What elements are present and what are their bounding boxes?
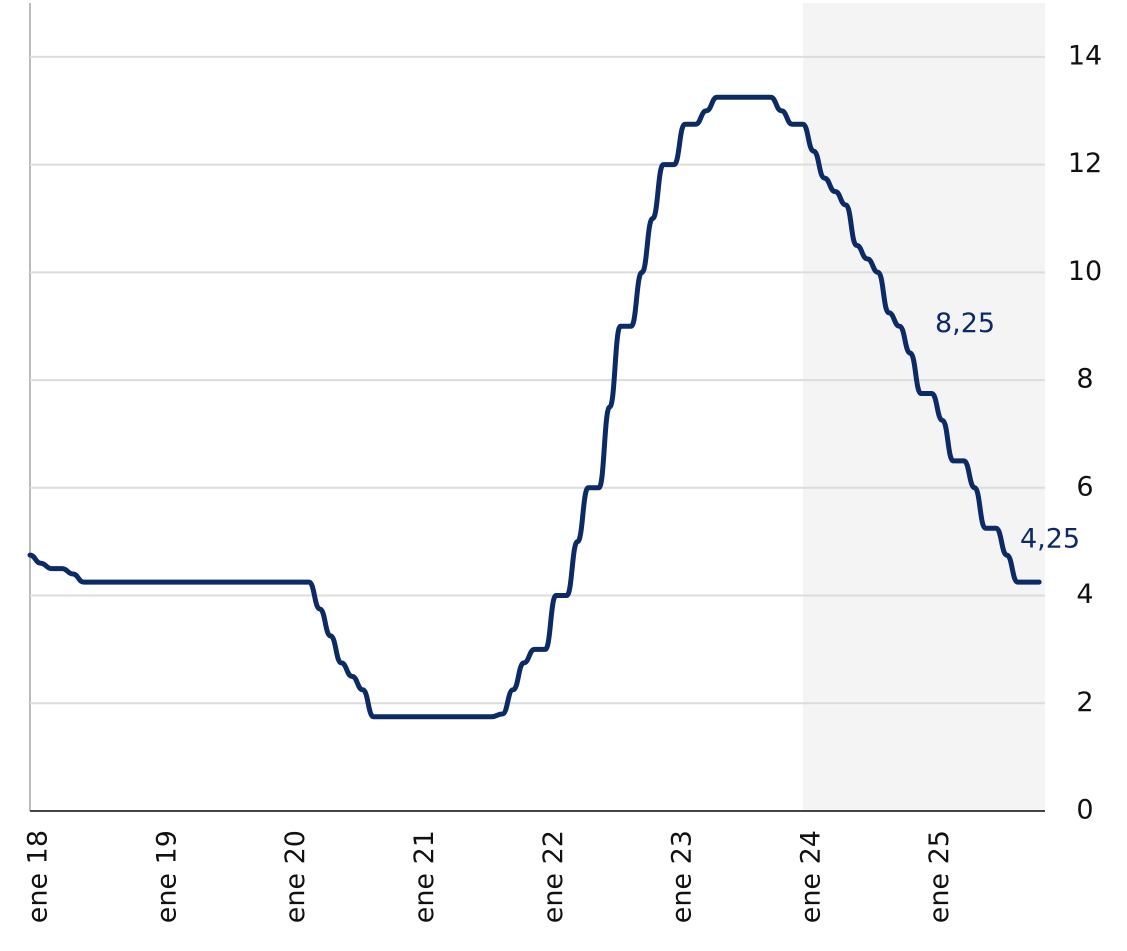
x-tick-label: ene 18 — [23, 830, 54, 923]
y-tick-label: 4 — [1076, 579, 1093, 610]
annotation: 8,25 — [935, 308, 995, 339]
x-tick-label: ene 22 — [538, 830, 569, 923]
x-tick-label: ene 24 — [795, 830, 826, 923]
x-tick-label: ene 20 — [280, 830, 311, 923]
x-tick-label: ene 25 — [924, 830, 955, 923]
y-tick-label: 0 — [1076, 795, 1093, 826]
y-tick-label: 12 — [1068, 148, 1102, 179]
x-tick-label: ene 23 — [667, 830, 698, 923]
y-tick-label: 10 — [1068, 256, 1102, 287]
y-tick-label: 6 — [1076, 471, 1093, 502]
y-tick-label: 14 — [1068, 40, 1102, 71]
y-tick-label: 8 — [1076, 364, 1093, 395]
forecast-shade — [803, 3, 1045, 811]
line — [27, 94, 1042, 720]
y-tick-label: 2 — [1076, 687, 1093, 718]
x-tick-label: ene 19 — [151, 830, 182, 923]
annotation: 4,25 — [1020, 524, 1080, 555]
x-tick-label: ene 21 — [409, 830, 440, 923]
